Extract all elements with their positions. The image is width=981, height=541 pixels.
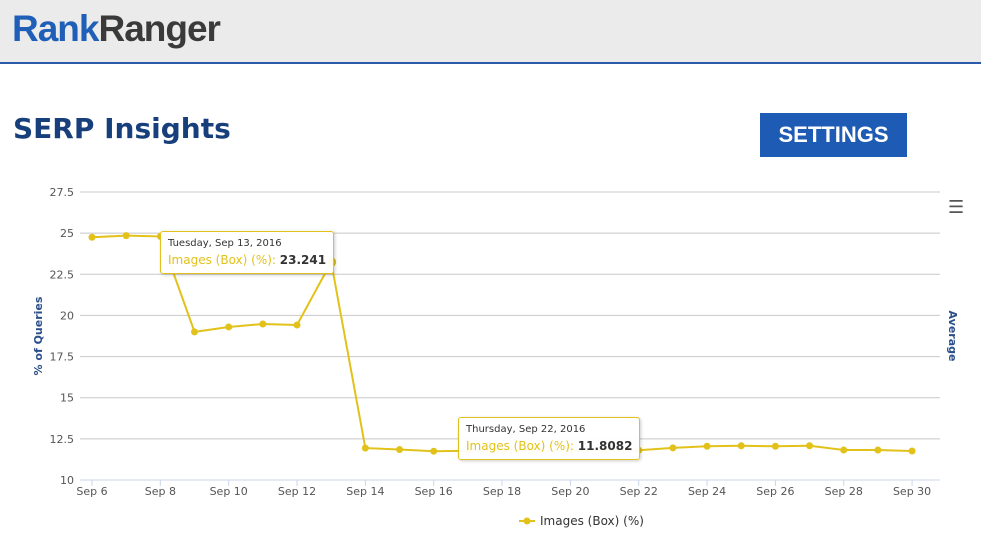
legend-label: Images (Box) (%) [540, 514, 644, 528]
x-tick-label: Sep 16 [415, 485, 453, 498]
data-point [361, 444, 369, 452]
x-tick-label: Sep 18 [483, 485, 521, 498]
x-tick-label: Sep 14 [346, 485, 384, 498]
x-tick-label: Sep 12 [278, 485, 316, 498]
data-point [293, 321, 301, 329]
y-tick-label: 12.5 [50, 433, 75, 446]
tooltip-date: Thursday, Sep 22, 2016 [466, 424, 586, 435]
rankranger-logo[interactable]: RankRanger [12, 8, 221, 49]
y-tick-label: 10 [60, 474, 74, 487]
y-tick-label: 22.5 [50, 268, 75, 281]
tooltip-value: 11.8082 [577, 439, 633, 453]
tooltip-label: Images (Box) (%) [168, 253, 272, 267]
settings-button[interactable]: SETTINGS [760, 113, 907, 157]
data-point [840, 446, 848, 454]
page-title: SERP Insights [13, 112, 231, 145]
data-point [122, 232, 130, 240]
hamburger-icon[interactable]: ☰ [948, 197, 965, 218]
data-point [259, 320, 267, 328]
x-tick-label: Sep 28 [825, 485, 863, 498]
tooltip-label: Images (Box) (%) [466, 439, 570, 453]
data-point [225, 323, 233, 331]
data-point [737, 442, 745, 450]
x-tick-label: Sep 22 [620, 485, 658, 498]
x-tick-label: Sep 26 [756, 485, 794, 498]
x-tick-label: Sep 8 [145, 485, 176, 498]
tooltip-value: 23.241 [279, 253, 327, 267]
x-tick-label: Sep 24 [688, 485, 726, 498]
y-axis-title: % of Queries [32, 296, 45, 375]
data-point [806, 442, 814, 450]
tooltip-date: Tuesday, Sep 13, 2016 [168, 238, 282, 249]
y-tick-label: 15 [60, 392, 74, 405]
header: RankRanger [0, 0, 981, 64]
y-axis-title-right: Average [946, 311, 959, 362]
y-tick-label: 20 [60, 309, 74, 322]
x-tick-label: Sep 20 [551, 485, 589, 498]
x-tick-label: Sep 30 [893, 485, 931, 498]
x-tick-label: Sep 6 [76, 485, 107, 498]
data-point [771, 442, 779, 450]
data-point [669, 444, 677, 452]
y-tick-label: 25 [60, 227, 74, 240]
tooltip-sep22: Thursday, Sep 22, 2016 Images (Box) (%):… [458, 417, 641, 460]
legend-marker [523, 517, 531, 525]
y-tick-label: 17.5 [50, 351, 75, 364]
x-tick-label: Sep 10 [210, 485, 248, 498]
data-point [396, 446, 404, 454]
data-point [703, 442, 711, 450]
data-point [874, 446, 882, 454]
data-point [430, 447, 438, 455]
tooltip-sep13: Tuesday, Sep 13, 2016 Images (Box) (%): … [160, 231, 335, 274]
data-point [908, 447, 916, 455]
y-tick-label: 27.5 [50, 186, 75, 199]
data-point [88, 233, 96, 241]
data-point [191, 328, 199, 336]
